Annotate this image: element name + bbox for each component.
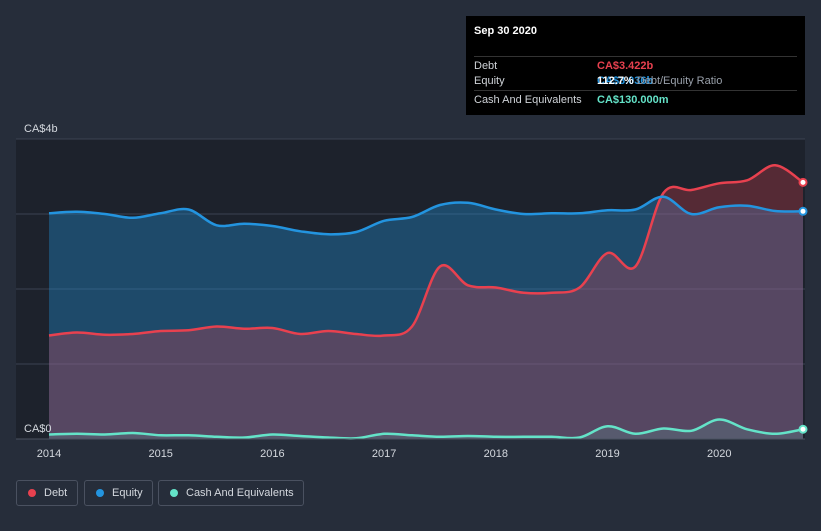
tooltip-ratio-label: Debt/Equity Ratio — [636, 75, 723, 87]
x-axis-ticks: 2014 2015 2016 2017 2018 2019 2020 — [37, 448, 732, 460]
debt-line — [48, 164, 804, 338]
equity-line — [48, 195, 804, 236]
series-lines — [48, 164, 804, 440]
tooltip-row-debt: Debt CA$3.422b — [474, 56, 797, 74]
cash-and-equivalents-endpoint — [798, 424, 808, 434]
legend-cash-dot-icon — [170, 489, 178, 497]
legend-debt-label: Debt — [44, 487, 68, 499]
y-axis-top-label: CA$4b — [24, 123, 58, 135]
cash-and-equivalents-line — [48, 418, 804, 440]
tooltip-cash-label: Cash And Equivalents — [474, 94, 582, 106]
legend-cash-label: Cash And Equivalents — [186, 487, 294, 499]
tooltip-debt-label: Debt — [474, 60, 498, 72]
legend-item-equity[interactable]: Equity — [84, 480, 153, 506]
tooltip-cash-value: CA$130.000m — [597, 94, 669, 106]
series-areas — [49, 165, 803, 440]
gridlines — [16, 138, 805, 365]
tooltip-row-equity: Equity CA$3.036b — [474, 72, 797, 89]
x-tick-label-2016: 2016 — [260, 448, 284, 460]
x-tick-label-2015: 2015 — [148, 448, 172, 460]
debt-endpoint — [798, 177, 808, 187]
legend-equity-dot-icon — [96, 489, 104, 497]
tooltip-ratio: 112.7% Debt/Equity Ratio — [597, 75, 722, 87]
tooltip-equity-label: Equity — [474, 75, 505, 87]
x-tick-label-2019: 2019 — [595, 448, 619, 460]
legend-item-cash[interactable]: Cash And Equivalents — [158, 480, 304, 506]
series-endpoints — [798, 177, 808, 434]
legend-item-debt[interactable]: Debt — [16, 480, 78, 506]
tooltip-ratio-value: 112.7% — [597, 75, 634, 87]
cash-and-equivalents-area — [49, 419, 803, 439]
y-axis-bottom-label: CA$0 — [24, 423, 52, 435]
tooltip-debt-value: CA$3.422b — [597, 60, 654, 72]
x-tick-label-2014: 2014 — [37, 448, 61, 460]
equity-endpoint — [798, 206, 808, 216]
tooltip-equity-value: CA$3.036b — [597, 75, 654, 87]
debt-area — [49, 165, 803, 440]
hover-tooltip: Sep 30 2020 Debt CA$3.422b Equity CA$3.0… — [466, 16, 805, 115]
x-tick-label-2018: 2018 — [484, 448, 508, 460]
tooltip-date: Sep 30 2020 — [474, 25, 537, 37]
x-tick-label-2017: 2017 — [372, 448, 396, 460]
x-tick-label-2020: 2020 — [707, 448, 731, 460]
legend-equity-label: Equity — [112, 487, 143, 499]
equity-area — [49, 196, 803, 439]
tooltip-row-cash: Cash And Equivalents CA$130.000m — [474, 90, 797, 108]
legend-debt-dot-icon — [28, 489, 36, 497]
